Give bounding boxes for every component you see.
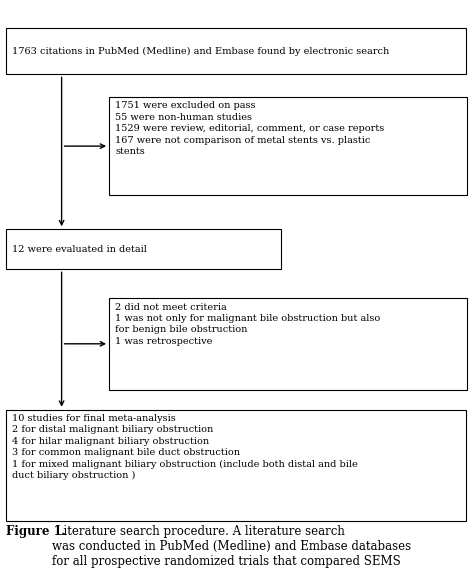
Text: 1763 citations in PubMed (Medline) and Embase found by electronic search: 1763 citations in PubMed (Medline) and E… [12, 46, 389, 56]
FancyBboxPatch shape [6, 28, 466, 74]
Text: Figure 1.: Figure 1. [6, 525, 65, 539]
Text: 2 did not meet criteria
1 was not only for malignant bile obstruction but also
f: 2 did not meet criteria 1 was not only f… [115, 303, 381, 346]
FancyBboxPatch shape [109, 298, 467, 390]
Text: 12 were evaluated in detail: 12 were evaluated in detail [12, 245, 147, 254]
Text: 10 studies for final meta-analysis
2 for distal malignant biliary obstruction
4 : 10 studies for final meta-analysis 2 for… [12, 414, 357, 480]
Text: 1751 were excluded on pass
55 were non-human studies
1529 were review, editorial: 1751 were excluded on pass 55 were non-h… [115, 101, 384, 156]
Text: Literature search procedure. A literature search
was conducted in PubMed (Medlin: Literature search procedure. A literatur… [52, 525, 411, 568]
FancyBboxPatch shape [109, 97, 467, 195]
FancyBboxPatch shape [6, 410, 466, 521]
FancyBboxPatch shape [6, 229, 281, 269]
